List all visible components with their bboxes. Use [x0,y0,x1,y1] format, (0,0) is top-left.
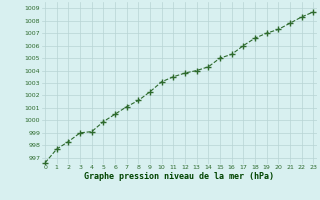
X-axis label: Graphe pression niveau de la mer (hPa): Graphe pression niveau de la mer (hPa) [84,172,274,181]
